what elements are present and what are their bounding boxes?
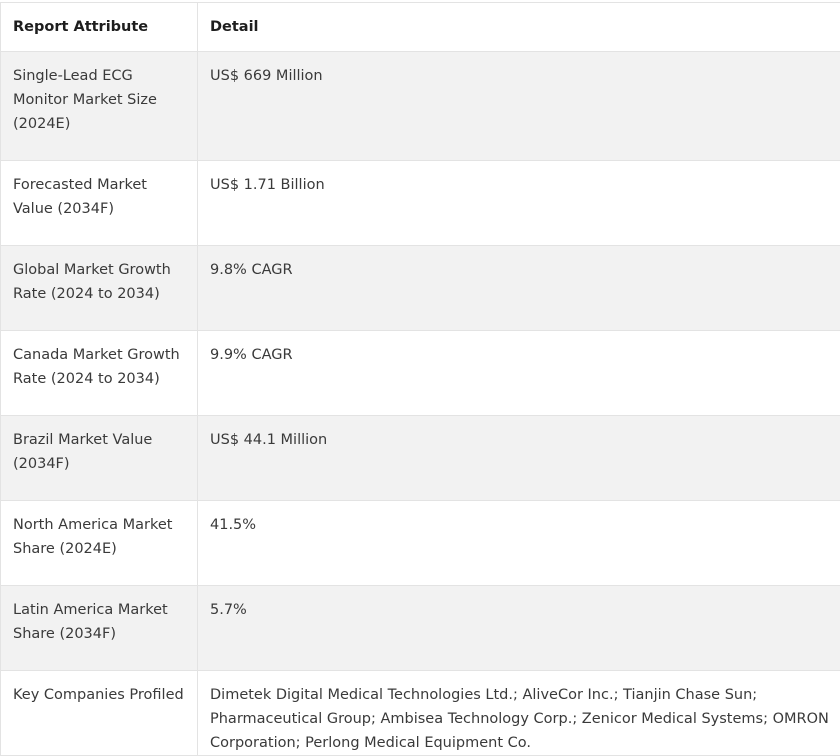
header-report-attribute: Report Attribute [1, 3, 198, 52]
detail-cell: US$ 669 Million [198, 52, 840, 161]
table-row: Forecasted Market Value (2034F) US$ 1.71… [1, 161, 840, 246]
table-row: Brazil Market Value (2034F) US$ 44.1 Mil… [1, 416, 840, 501]
attribute-cell: Global Market Growth Rate (2024 to 2034) [1, 246, 198, 331]
attribute-cell: Brazil Market Value (2034F) [1, 416, 198, 501]
attribute-cell: Forecasted Market Value (2034F) [1, 161, 198, 246]
detail-cell: 5.7% [198, 586, 840, 671]
table-row: Key Companies Profiled Dimetek Digital M… [1, 671, 840, 756]
table-row: North America Market Share (2024E) 41.5% [1, 501, 840, 586]
detail-cell: 9.9% CAGR [198, 331, 840, 416]
detail-cell: US$ 44.1 Million [198, 416, 840, 501]
table-row: Canada Market Growth Rate (2024 to 2034)… [1, 331, 840, 416]
header-detail: Detail [198, 3, 840, 52]
detail-cell: 9.8% CAGR [198, 246, 840, 331]
table-header-row: Report Attribute Detail [1, 3, 840, 52]
detail-cell: US$ 1.71 Billion [198, 161, 840, 246]
attribute-cell: North America Market Share (2024E) [1, 501, 198, 586]
attribute-cell: Key Companies Profiled [1, 671, 198, 756]
table-row: Latin America Market Share (2034F) 5.7% [1, 586, 840, 671]
detail-cell: Dimetek Digital Medical Technologies Ltd… [198, 671, 840, 756]
attribute-cell: Canada Market Growth Rate (2024 to 2034) [1, 331, 198, 416]
attribute-cell: Latin America Market Share (2034F) [1, 586, 198, 671]
table-row: Global Market Growth Rate (2024 to 2034)… [1, 246, 840, 331]
table-row: Single-Lead ECG Monitor Market Size (202… [1, 52, 840, 161]
detail-cell: 41.5% [198, 501, 840, 586]
attribute-cell: Single-Lead ECG Monitor Market Size (202… [1, 52, 198, 161]
